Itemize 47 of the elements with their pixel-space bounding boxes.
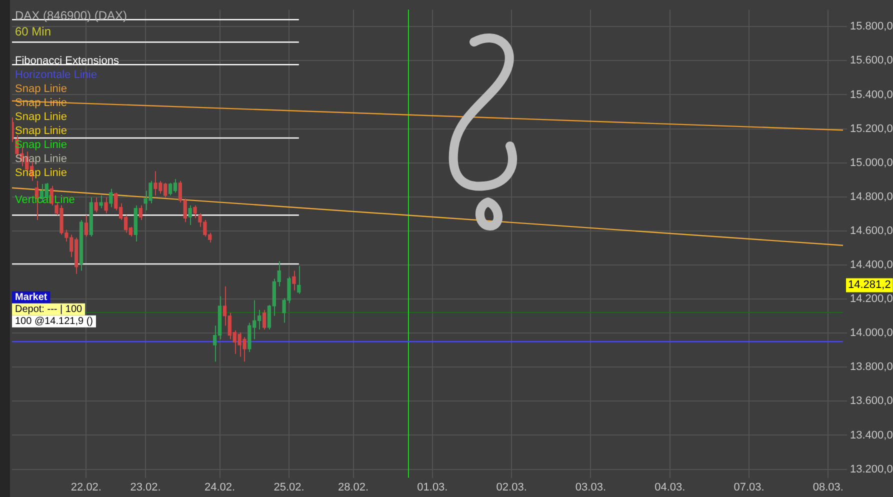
y-tick-label: 14.800,0 xyxy=(850,190,893,203)
y-tick-label: 15.400,0 xyxy=(850,88,893,101)
y-tick-label: 14.000,0 xyxy=(850,327,893,340)
text: Fibonacci Extensions xyxy=(15,55,120,68)
candlestick xyxy=(297,266,301,294)
candlestick xyxy=(109,188,113,208)
candlestick xyxy=(262,309,266,330)
x-tick-label: 04.03. xyxy=(654,481,686,494)
annotation: Depot: --- | 100 xyxy=(15,304,83,316)
y-tick-label: 14.400,0 xyxy=(850,259,893,272)
annotation: Market xyxy=(15,292,48,304)
y-tick-label: 15.200,0 xyxy=(850,122,893,135)
y-tick-label: 13.800,0 xyxy=(850,361,893,374)
y-tick-label: 14.200,0 xyxy=(850,293,893,306)
x-tick-label: 25.02. xyxy=(274,481,304,494)
candlestick xyxy=(292,270,296,291)
y-tick-label: 14.600,0 xyxy=(850,224,893,237)
legend-label: Snap Linie xyxy=(15,111,67,124)
ref-line-label: 100 @14.121,9 () xyxy=(15,316,93,328)
x-tick-label: 28.02. xyxy=(338,481,369,494)
y-tick-label: 15.800,0 xyxy=(850,20,893,33)
candlestick xyxy=(193,204,197,219)
y-tick-label: 13.600,0 xyxy=(850,395,893,408)
candlestick xyxy=(99,195,103,209)
candlestick xyxy=(84,214,88,238)
text: 14.281,2 xyxy=(848,279,891,292)
y-tick-label: 13.400,0 xyxy=(850,429,893,442)
text: Horizontale Linie xyxy=(15,69,97,82)
y-tick-label: 15.000,0 xyxy=(850,156,893,169)
x-tick-label: 23.02. xyxy=(130,481,161,494)
x-tick-label: 07.03. xyxy=(734,481,764,494)
x-tick-label: 03.03. xyxy=(575,481,606,494)
series-label: Snap Linie xyxy=(15,83,67,96)
x-tick-label: 24.02. xyxy=(204,481,236,494)
x-tick-label: 02.03. xyxy=(496,481,527,494)
candlestick xyxy=(104,197,108,214)
x-tick-label: 01.03. xyxy=(417,481,448,494)
x-tick-label: 22.02. xyxy=(70,481,102,494)
y-tick-label: 15.600,0 xyxy=(850,54,893,67)
text: 60 Min xyxy=(15,24,52,38)
x-tick-label: 08.03. xyxy=(812,481,844,494)
candlestick xyxy=(188,204,192,226)
legend-label: Snap Linie xyxy=(15,125,67,138)
candlestick xyxy=(94,197,98,213)
chart-title: DAX (846900) (DAX) xyxy=(15,8,128,22)
y-tick-label: 13.200,0 xyxy=(850,463,893,476)
candlestick xyxy=(138,204,142,221)
